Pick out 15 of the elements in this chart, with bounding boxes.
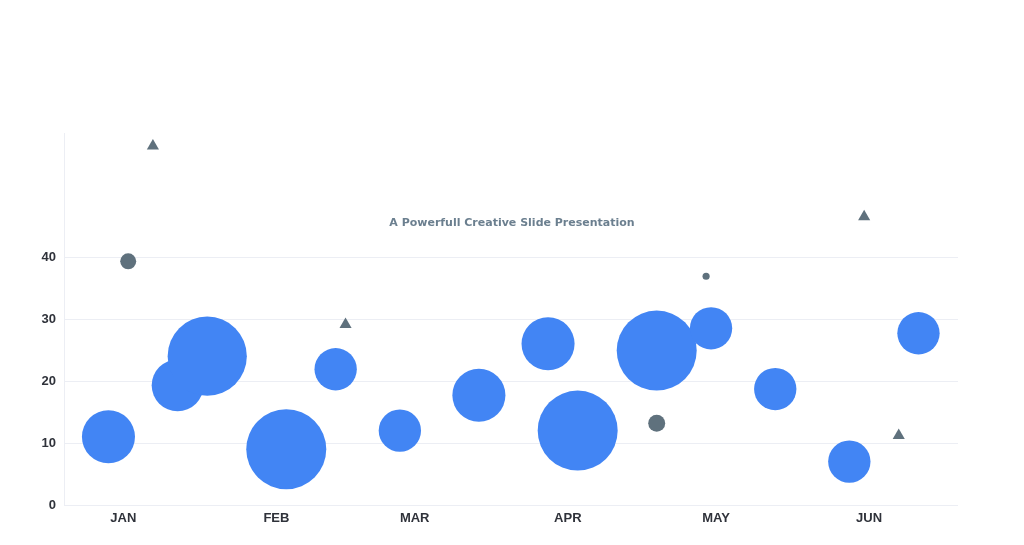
x-tick-label: JAN [110,510,137,526]
x-tick-label: FEB [263,510,290,526]
y-tick-label: 20 [41,372,56,388]
y-tick-label: 40 [41,248,56,264]
x-tick-label: MAY [702,510,731,526]
point [892,428,905,440]
y-tick-label: 30 [41,310,56,326]
x-tick-label: MAR [399,510,431,526]
x-tick-label: APR [554,510,583,526]
point [146,139,159,150]
text: A Powerfull Creative Slide Presentation [388,216,636,229]
point [858,209,871,221]
y-tick-label: 0 [48,496,56,512]
y-tick-label: 10 [41,434,56,450]
x-tick-label: JUN [856,510,883,526]
